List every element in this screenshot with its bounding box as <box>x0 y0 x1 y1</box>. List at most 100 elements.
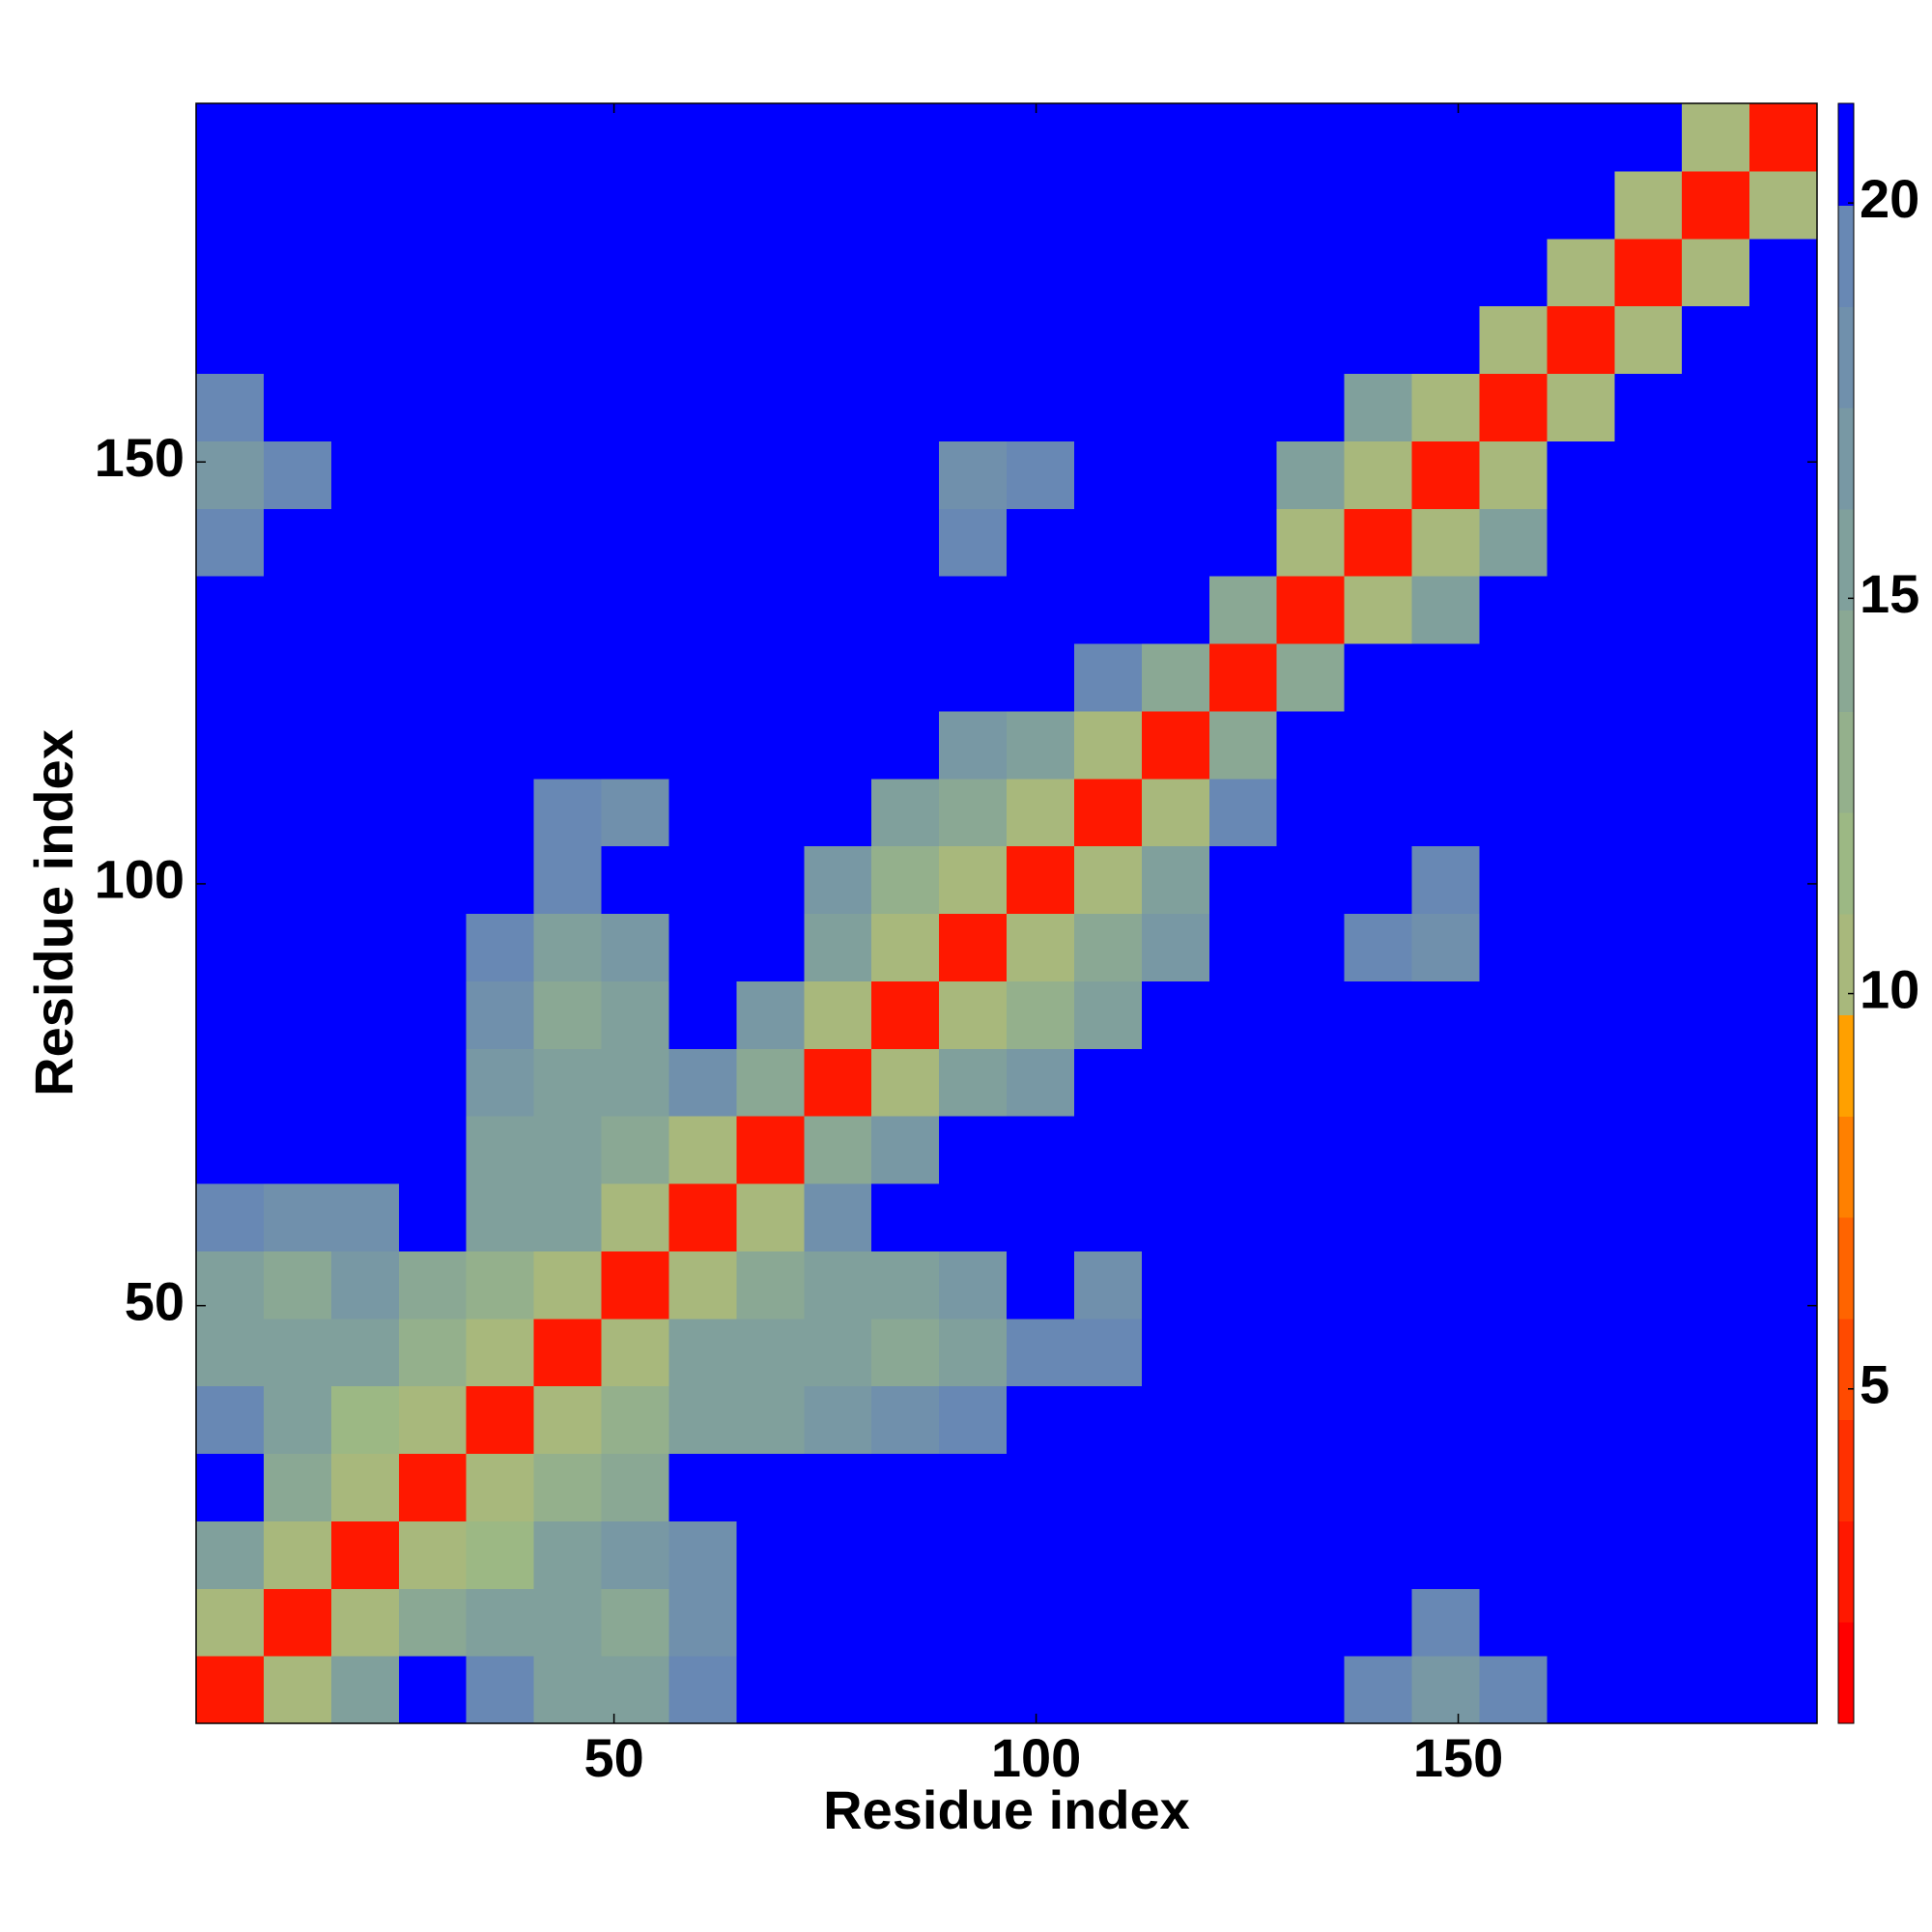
heatmap-cell <box>1614 643 1683 712</box>
heatmap-cell <box>939 170 1008 240</box>
heatmap-cell <box>736 1250 805 1320</box>
heatmap-cell <box>330 1453 400 1521</box>
x-tick-label: 150 <box>1413 1727 1503 1788</box>
heatmap-cell <box>1749 576 1818 644</box>
heatmap-cell <box>330 238 400 307</box>
heatmap-cell <box>1007 576 1075 644</box>
heatmap-cell <box>1141 845 1210 914</box>
heatmap-cell <box>1479 980 1548 1049</box>
heatmap-cell <box>263 1250 332 1320</box>
heatmap-cell <box>533 1520 602 1589</box>
y-tick-label: 100 <box>95 849 185 910</box>
heatmap-cell <box>804 913 872 981</box>
heatmap-cell <box>804 1385 872 1454</box>
colorbar-band <box>1838 913 1854 1016</box>
heatmap-cell <box>871 778 940 847</box>
heatmap-cell <box>1614 1656 1683 1724</box>
heatmap-cell <box>1479 1453 1548 1521</box>
heatmap-cell <box>736 576 805 644</box>
heatmap-cell <box>1749 643 1818 712</box>
heatmap-cell <box>398 1116 468 1184</box>
heatmap-cell <box>1547 508 1615 577</box>
heatmap-cell <box>533 1250 602 1320</box>
heatmap-cell <box>1547 1385 1615 1454</box>
heatmap-cell <box>804 1453 872 1521</box>
heatmap-cell <box>1479 1250 1548 1320</box>
heatmap-cell <box>533 305 602 374</box>
heatmap-cell <box>1007 1116 1075 1184</box>
heatmap-cell <box>1344 373 1412 441</box>
y-axis-label: Residue index <box>23 729 84 1096</box>
heatmap-cell <box>1749 1453 1818 1521</box>
heatmap-cell <box>196 778 265 847</box>
heatmap-cell <box>939 238 1008 307</box>
heatmap-cell <box>601 980 669 1049</box>
heatmap-cell <box>668 643 737 712</box>
heatmap-cell <box>1682 1250 1750 1320</box>
heatmap-cell <box>1344 1385 1412 1454</box>
heatmap-cell <box>1208 170 1278 240</box>
heatmap-cell <box>263 1453 332 1521</box>
heatmap-cell <box>263 643 332 712</box>
heatmap-cell <box>804 576 872 644</box>
heatmap-cell <box>1749 1250 1818 1320</box>
heatmap-cell <box>736 508 805 577</box>
heatmap-cell <box>330 913 400 981</box>
colorbar-band <box>1838 711 1854 813</box>
heatmap-cell <box>263 710 332 780</box>
heatmap-cell <box>263 1318 332 1387</box>
heatmap-cell <box>804 1318 872 1387</box>
heatmap-cell <box>1276 1656 1346 1724</box>
colorbar-band <box>1838 1622 1854 1724</box>
heatmap-cell <box>1614 1250 1683 1320</box>
heatmap-cell <box>330 643 400 712</box>
heatmap-cell <box>1073 1250 1143 1320</box>
heatmap-cell <box>1411 778 1480 847</box>
heatmap-cell <box>330 1048 400 1117</box>
heatmap-cell <box>1682 980 1750 1049</box>
heatmap-cell <box>330 778 400 847</box>
heatmap-cell <box>871 913 940 981</box>
heatmap-cell <box>330 508 400 577</box>
heatmap-cell <box>1141 980 1210 1049</box>
heatmap-cell <box>1344 305 1412 374</box>
heatmap-cell <box>939 1385 1008 1454</box>
heatmap-cell <box>1276 845 1346 914</box>
heatmap-cell <box>263 845 332 914</box>
heatmap-cell <box>1614 1588 1683 1657</box>
heatmap-cell <box>736 1116 805 1184</box>
heatmap-cell <box>1682 1048 1750 1117</box>
heatmap-cell <box>533 845 602 914</box>
heatmap-cell <box>871 1588 940 1657</box>
heatmap-cell <box>1208 103 1278 172</box>
heatmap-cell <box>1547 440 1615 509</box>
heatmap-cell <box>1547 913 1615 981</box>
heatmap-cell <box>398 576 468 644</box>
heatmap-cell <box>804 1520 872 1589</box>
heatmap-cell <box>871 508 940 577</box>
heatmap-cell <box>804 845 872 914</box>
heatmap-cell <box>196 913 265 981</box>
heatmap-cell <box>1208 1183 1278 1252</box>
heatmap-cell <box>1547 1183 1615 1252</box>
heatmap-cell <box>1614 1453 1683 1521</box>
heatmap-cell <box>871 1183 940 1252</box>
heatmap-cell <box>1344 440 1412 509</box>
heatmap-cell <box>601 1318 669 1387</box>
heatmap-cell <box>871 170 940 240</box>
heatmap-cell <box>1276 1250 1346 1320</box>
heatmap-cell <box>1749 1318 1818 1387</box>
heatmap-cell <box>330 1588 400 1657</box>
colorbar-band <box>1838 1014 1854 1117</box>
heatmap-cell <box>871 1318 940 1387</box>
heatmap-cell <box>668 508 737 577</box>
heatmap-cell <box>330 576 400 644</box>
heatmap-cell <box>1479 1116 1548 1184</box>
heatmap-cell <box>398 643 468 712</box>
heatmap-cell <box>1208 508 1278 577</box>
heatmap-cell <box>1208 440 1278 509</box>
heatmap-cell <box>736 913 805 981</box>
heatmap-cell <box>1479 1656 1548 1724</box>
heatmap-cell <box>1547 778 1615 847</box>
